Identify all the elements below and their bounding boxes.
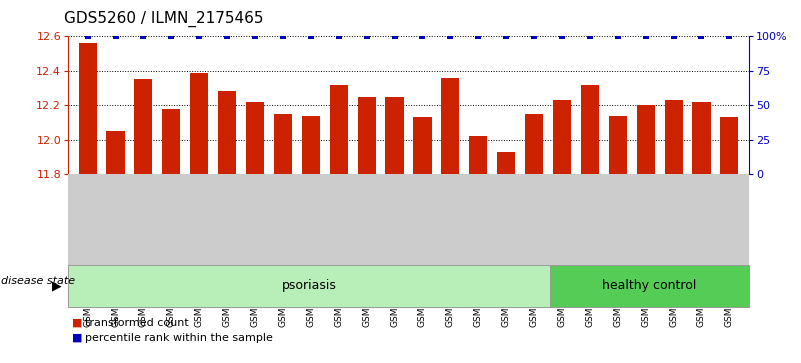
- Bar: [218, 91, 236, 174]
- Point: [388, 33, 401, 39]
- Bar: [720, 117, 739, 174]
- Point: [248, 33, 261, 39]
- Bar: [441, 78, 460, 174]
- Point: [360, 33, 373, 39]
- Bar: [469, 136, 487, 174]
- Point: [276, 33, 289, 39]
- Point: [667, 33, 680, 39]
- Point: [472, 33, 485, 39]
- Bar: [609, 115, 627, 174]
- Bar: [665, 100, 682, 174]
- Point: [583, 33, 596, 39]
- Bar: [692, 102, 710, 174]
- Text: ■: ■: [72, 333, 83, 343]
- Point: [221, 33, 234, 39]
- Bar: [357, 97, 376, 174]
- Bar: [553, 100, 571, 174]
- Bar: [135, 79, 152, 174]
- Point: [304, 33, 317, 39]
- Point: [444, 33, 457, 39]
- Text: ▶: ▶: [52, 280, 62, 292]
- Point: [109, 33, 122, 39]
- Point: [723, 33, 736, 39]
- Point: [500, 33, 513, 39]
- Text: disease state: disease state: [1, 276, 75, 286]
- Bar: [190, 73, 208, 174]
- Point: [695, 33, 708, 39]
- Bar: [525, 114, 543, 174]
- Point: [639, 33, 652, 39]
- Bar: [274, 114, 292, 174]
- Point: [137, 33, 150, 39]
- Point: [81, 33, 94, 39]
- Bar: [497, 152, 515, 174]
- Text: percentile rank within the sample: percentile rank within the sample: [85, 333, 273, 343]
- Bar: [246, 102, 264, 174]
- Bar: [330, 85, 348, 174]
- Text: transformed count: transformed count: [85, 318, 189, 328]
- Bar: [107, 131, 125, 174]
- Text: healthy control: healthy control: [602, 280, 697, 292]
- Bar: [163, 109, 180, 174]
- Text: GDS5260 / ILMN_2175465: GDS5260 / ILMN_2175465: [64, 11, 264, 27]
- Point: [556, 33, 569, 39]
- Point: [611, 33, 624, 39]
- Bar: [385, 97, 404, 174]
- Text: psoriasis: psoriasis: [282, 280, 336, 292]
- Text: ■: ■: [72, 318, 83, 328]
- Bar: [413, 117, 432, 174]
- Bar: [581, 85, 599, 174]
- Point: [165, 33, 178, 39]
- Bar: [637, 105, 654, 174]
- Point: [193, 33, 206, 39]
- Point: [528, 33, 541, 39]
- Point: [332, 33, 345, 39]
- Bar: [78, 43, 97, 174]
- Bar: [302, 115, 320, 174]
- Point: [416, 33, 429, 39]
